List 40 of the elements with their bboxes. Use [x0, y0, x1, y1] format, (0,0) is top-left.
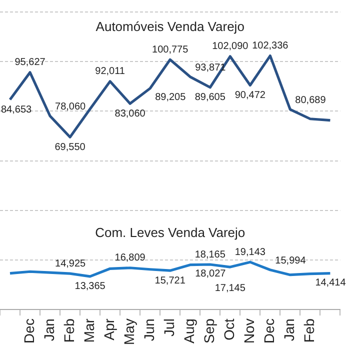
x-tick-label: Sep	[200, 318, 217, 344]
series-label: Com. Leves Venda Varejo	[95, 225, 246, 240]
text: Automóveis Venda Varejo	[96, 18, 244, 34]
data-label: 102,090	[212, 41, 249, 52]
data-label: 14,925	[55, 258, 86, 270]
data-label: 78,060	[55, 102, 86, 113]
x-tick-label: Feb	[301, 318, 318, 343]
data-label: 14,414	[315, 278, 346, 289]
data-label: 89,205	[155, 92, 186, 104]
data-label: 19,143	[234, 246, 266, 258]
x-tick-label: Jul	[160, 318, 177, 336]
data-label: 90,472	[234, 90, 266, 101]
data-label: 69,550	[54, 142, 86, 153]
x-tick-label: Feb	[60, 318, 77, 343]
x-tick-label: Jan	[40, 318, 57, 342]
x-tick-label: Nov	[241, 318, 258, 344]
data-label: 15,721	[154, 275, 186, 286]
data-label: 18,165	[194, 249, 226, 260]
data-label: 16,809	[114, 252, 146, 264]
data-label: 17,145	[214, 282, 246, 294]
data-label: 15,994	[275, 256, 306, 267]
data-label: 80,689	[295, 95, 326, 106]
data-label: 92,011	[95, 66, 126, 78]
x-tick-label: Mar	[80, 318, 97, 343]
data-label: 13,365	[74, 281, 106, 292]
x-tick-label: Dec	[261, 318, 278, 344]
x-tick-label: Jan	[281, 318, 298, 342]
data-label: 100,775	[152, 44, 189, 56]
x-tick-label: Apr	[100, 318, 117, 340]
x-tick-label: Dec	[20, 318, 37, 344]
x-tick-label: Aug	[180, 318, 197, 344]
x-tick-label: Oct	[221, 318, 237, 340]
data-label: 83,060	[114, 108, 146, 120]
x-tick-label: May	[120, 318, 137, 346]
data-label: 84,653	[1, 104, 32, 116]
data-label: 89,605	[194, 92, 226, 104]
data-label: 102,336	[252, 40, 289, 52]
x-tick-label: Jun	[140, 318, 157, 342]
data-label: 95,627	[14, 57, 46, 68]
data-label: 18,027	[195, 268, 226, 280]
